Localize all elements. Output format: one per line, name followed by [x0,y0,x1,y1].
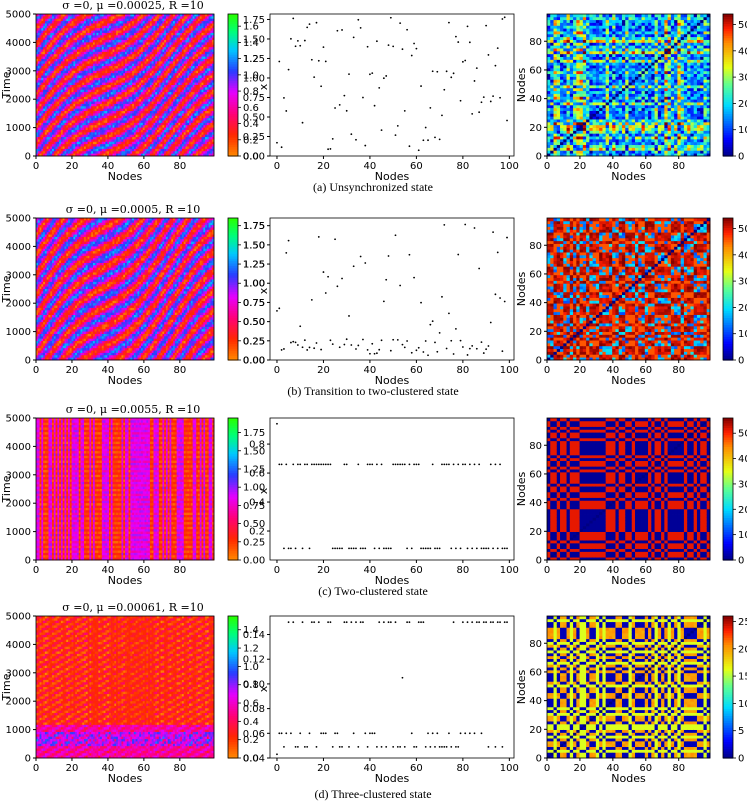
space-time-plot: σ =0, μ =0.00025, R =100 20 40 60 8001000200… [0,0,259,183]
figure-row-a: σ =0, μ =0.00025, R =100 20 40 60 8001000200… [0,0,747,194]
plot-title: σ =0, μ =0.00025, R =10 [62,0,204,12]
